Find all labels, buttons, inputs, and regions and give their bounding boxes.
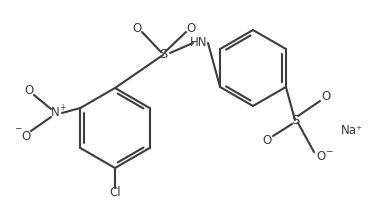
- Text: Na⁺: Na⁺: [341, 124, 363, 136]
- Text: O: O: [25, 83, 33, 97]
- Text: S: S: [291, 113, 299, 127]
- Text: O: O: [132, 23, 142, 35]
- Text: S: S: [159, 48, 167, 62]
- Text: −: −: [325, 147, 333, 155]
- Text: O: O: [21, 129, 31, 143]
- Text: O: O: [262, 134, 272, 148]
- Text: O: O: [316, 150, 326, 164]
- Text: O: O: [186, 23, 196, 35]
- Text: +: +: [59, 102, 65, 111]
- Text: HN: HN: [190, 37, 208, 49]
- Text: N: N: [51, 106, 60, 120]
- Text: Cl: Cl: [109, 187, 121, 200]
- Text: −: −: [14, 124, 22, 132]
- Text: O: O: [321, 90, 331, 102]
